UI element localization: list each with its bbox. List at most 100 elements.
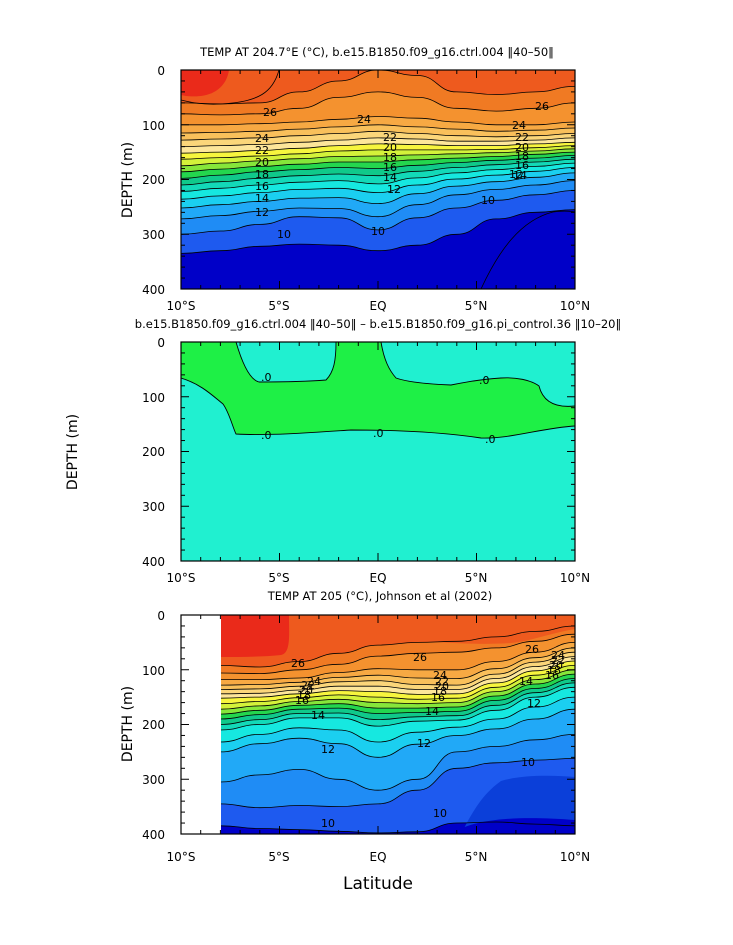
contour-label: 26 (263, 106, 277, 119)
contour-line-9 (181, 209, 575, 254)
contour-band-27 (411, 615, 575, 644)
y-tick-label: 300 (142, 228, 165, 242)
contour-label: 22 (515, 131, 529, 144)
contour-label: .0 (373, 427, 384, 440)
contour-line-18 (181, 148, 575, 167)
contour-label: 20 (435, 680, 449, 693)
contour-label: .0 (479, 374, 490, 387)
contour-label: 10 (481, 194, 495, 207)
contour-line-23 (181, 124, 575, 134)
contour-label: 26 (525, 643, 539, 656)
contour-label: 18 (547, 664, 561, 677)
contour-line-19 (181, 665, 575, 705)
y-tick-label: 400 (142, 555, 165, 569)
contour-label: 20 (299, 684, 313, 697)
y-tick-label: 0 (157, 64, 165, 78)
contour-label: 26 (291, 657, 305, 670)
contour-label: 14 (255, 192, 269, 205)
contour-label: 10 (371, 225, 385, 238)
contour-label: 18 (383, 151, 397, 164)
contour-label: 22 (301, 679, 315, 692)
y-tick-label: 200 (142, 718, 165, 732)
panel-3-filled-contours (181, 615, 575, 834)
contour-label: .0 (261, 371, 272, 384)
y-tick-label: 300 (142, 500, 165, 514)
contour-label: 24 (433, 669, 447, 682)
panel-1-y-axis-label: DEPTH (m) (120, 142, 136, 218)
contour-label: 10 (277, 228, 291, 241)
contour-label: 14 (311, 709, 325, 722)
contour-line-20 (181, 141, 575, 154)
panel-1-contour-lines (181, 70, 575, 254)
contour-label: 16 (295, 694, 309, 707)
positive-anomaly-region (181, 342, 575, 439)
contour-label: 24 (255, 132, 269, 145)
contour-label: 22 (551, 654, 565, 667)
contour-line-12 (181, 172, 575, 209)
contour-band-9 (181, 209, 575, 289)
contour-label: 16 (515, 159, 529, 172)
contour-label: 12 (387, 183, 401, 196)
contour-label: 16 (545, 669, 559, 682)
contour-label: 26 (535, 100, 549, 113)
contour-line-16 (181, 678, 575, 721)
contour-line-21 (181, 656, 575, 695)
contour-line-10 (181, 190, 575, 235)
x-tick-label: 5°S (268, 571, 289, 585)
panel-2-y-axis-label: DEPTH (m) (65, 414, 81, 490)
contour-label: 20 (383, 141, 397, 154)
contour-label: 20 (549, 659, 563, 672)
contour-label: 24 (551, 649, 565, 662)
contour-label: 24 (512, 119, 526, 132)
contour-line-15 (181, 682, 575, 727)
y-tick-label: 200 (142, 173, 165, 187)
y-tick-label: 400 (142, 283, 165, 297)
contour-line-11 (181, 180, 575, 220)
contour-line-13 (181, 167, 575, 200)
x-tick-label: EQ (369, 571, 386, 585)
panel-1-plot-area: 26 24 24 24 22 22 22 20 20 20 18 18 18 1… (181, 70, 575, 289)
panel-2-contour-labels: .0 .0 .0 .0 .0 .0 (261, 371, 496, 446)
contour-label: 24 (307, 675, 321, 688)
contour-label: 20 (515, 141, 529, 154)
contour-label: 24 (357, 113, 371, 126)
contour-label: 14 (383, 171, 397, 184)
contour-label: 26 (413, 651, 427, 664)
zero-contour-line (181, 342, 575, 439)
x-axis-label: Latitude (343, 874, 413, 894)
contour-label: 18 (297, 689, 311, 702)
contour-label: 16 (431, 691, 445, 704)
panel-1-axes: 0 100 200 300 400 10°S 5°S EQ 5°N 10°N (142, 64, 590, 313)
contour-label: 14 (519, 675, 533, 688)
x-tick-label: 10°S (167, 299, 196, 313)
contour-line-27 (181, 70, 280, 105)
contour-label: 10 (521, 756, 535, 769)
contour-line-24 (181, 116, 575, 126)
contour-line-12 (181, 708, 575, 759)
contour-line-24 (181, 642, 575, 680)
contour-line-14 (181, 686, 575, 734)
contour-band-28 (221, 615, 290, 657)
contour-label: 12 (321, 743, 335, 756)
x-tick-label: 10°N (560, 571, 590, 585)
x-tick-label: 5°S (268, 850, 289, 864)
contour-label: .0 (485, 433, 496, 446)
contour-line-19 (181, 145, 575, 160)
y-tick-label: 0 (157, 336, 165, 350)
contour-line-26 (181, 70, 575, 105)
x-tick-label: 5°N (465, 299, 488, 313)
panel-1-contour-labels: 26 24 24 24 22 22 22 20 20 20 18 18 18 1… (255, 100, 549, 241)
contour-line-10 (181, 758, 575, 809)
contour-label: 10 (433, 807, 447, 820)
contour-line-16 (181, 155, 575, 179)
x-tick-label: 10°S (167, 571, 196, 585)
panel-3-y-axis-label: DEPTH (m) (120, 686, 136, 762)
contour-line-23 (181, 647, 575, 686)
contour-label: 20 (255, 156, 269, 169)
contour-label: 18 (433, 685, 447, 698)
contour-line-21 (181, 137, 575, 147)
x-tick-label: 10°N (560, 850, 590, 864)
contour-line-17 (181, 151, 575, 173)
contour-label: 22 (435, 675, 449, 688)
y-tick-label: 300 (142, 773, 165, 787)
